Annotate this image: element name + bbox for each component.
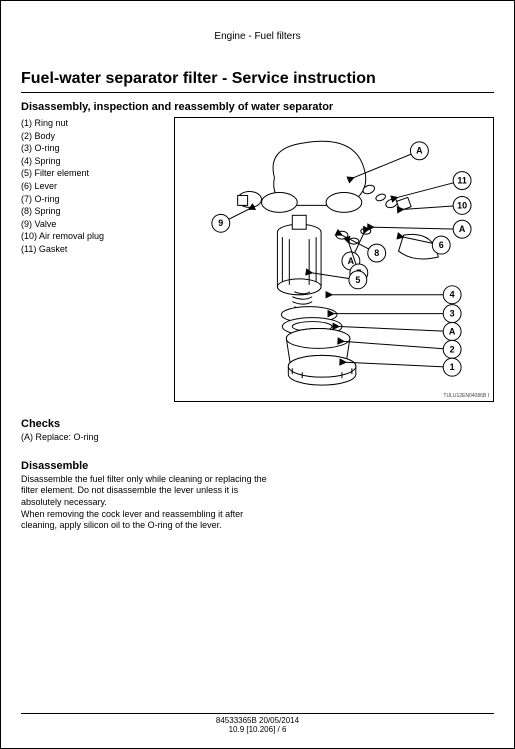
footer-line2: 10.9 [10.206] / 6 bbox=[21, 725, 494, 734]
list-item: (2) Body bbox=[21, 130, 151, 143]
page-header: Engine - Fuel filters bbox=[1, 1, 514, 42]
checks-head: Checks bbox=[21, 418, 494, 430]
list-item: (10) Air removal plug bbox=[21, 230, 151, 243]
content-row: (1) Ring nut (2) Body (3) O-ring (4) Spr… bbox=[21, 117, 494, 402]
svg-text:6: 6 bbox=[439, 240, 444, 250]
disassemble-head: Disassemble bbox=[21, 460, 494, 472]
diagram-caption: TULU12EN04086B I bbox=[443, 393, 489, 399]
subtitle: Disassembly, inspection and reassembly o… bbox=[21, 101, 494, 113]
list-item: (11) Gasket bbox=[21, 243, 151, 256]
svg-text:2: 2 bbox=[450, 344, 455, 354]
page-title: Fuel-water separator filter - Service in… bbox=[21, 70, 494, 88]
svg-text:A: A bbox=[459, 224, 466, 234]
list-item: (5) Filter element bbox=[21, 167, 151, 180]
svg-text:A: A bbox=[416, 146, 423, 156]
disassemble-body2: When removing the cock lever and reassem… bbox=[21, 509, 281, 532]
list-item: (9) Valve bbox=[21, 218, 151, 231]
title-section: Fuel-water separator filter - Service in… bbox=[21, 70, 494, 93]
svg-text:4: 4 bbox=[450, 290, 455, 300]
page-footer: 84533365B 20/05/2014 10.9 [10.206] / 6 bbox=[21, 713, 494, 734]
svg-text:10: 10 bbox=[457, 200, 467, 210]
list-item: (8) Spring bbox=[21, 205, 151, 218]
list-item: (6) Lever bbox=[21, 180, 151, 193]
diagram-svg: A1110A698A7543A21 bbox=[175, 118, 493, 401]
checks-body: (A) Replace: O-ring bbox=[21, 432, 281, 444]
list-item: (3) O-ring bbox=[21, 142, 151, 155]
svg-text:1: 1 bbox=[450, 362, 455, 372]
exploded-diagram: A1110A698A7543A21 TULU12EN04086B I bbox=[174, 117, 494, 402]
disassemble-body1: Disassemble the fuel filter only while c… bbox=[21, 474, 281, 509]
parts-list: (1) Ring nut (2) Body (3) O-ring (4) Spr… bbox=[21, 117, 151, 402]
svg-text:3: 3 bbox=[450, 309, 455, 319]
svg-text:8: 8 bbox=[374, 248, 379, 258]
list-item: (7) O-ring bbox=[21, 193, 151, 206]
list-item: (4) Spring bbox=[21, 155, 151, 168]
svg-text:9: 9 bbox=[218, 218, 223, 228]
svg-text:5: 5 bbox=[355, 275, 360, 285]
list-item: (1) Ring nut bbox=[21, 117, 151, 130]
svg-text:11: 11 bbox=[457, 176, 466, 186]
breadcrumb: Engine - Fuel filters bbox=[214, 31, 300, 42]
svg-text:A: A bbox=[449, 326, 456, 336]
footer-line1: 84533365B 20/05/2014 bbox=[21, 716, 494, 725]
